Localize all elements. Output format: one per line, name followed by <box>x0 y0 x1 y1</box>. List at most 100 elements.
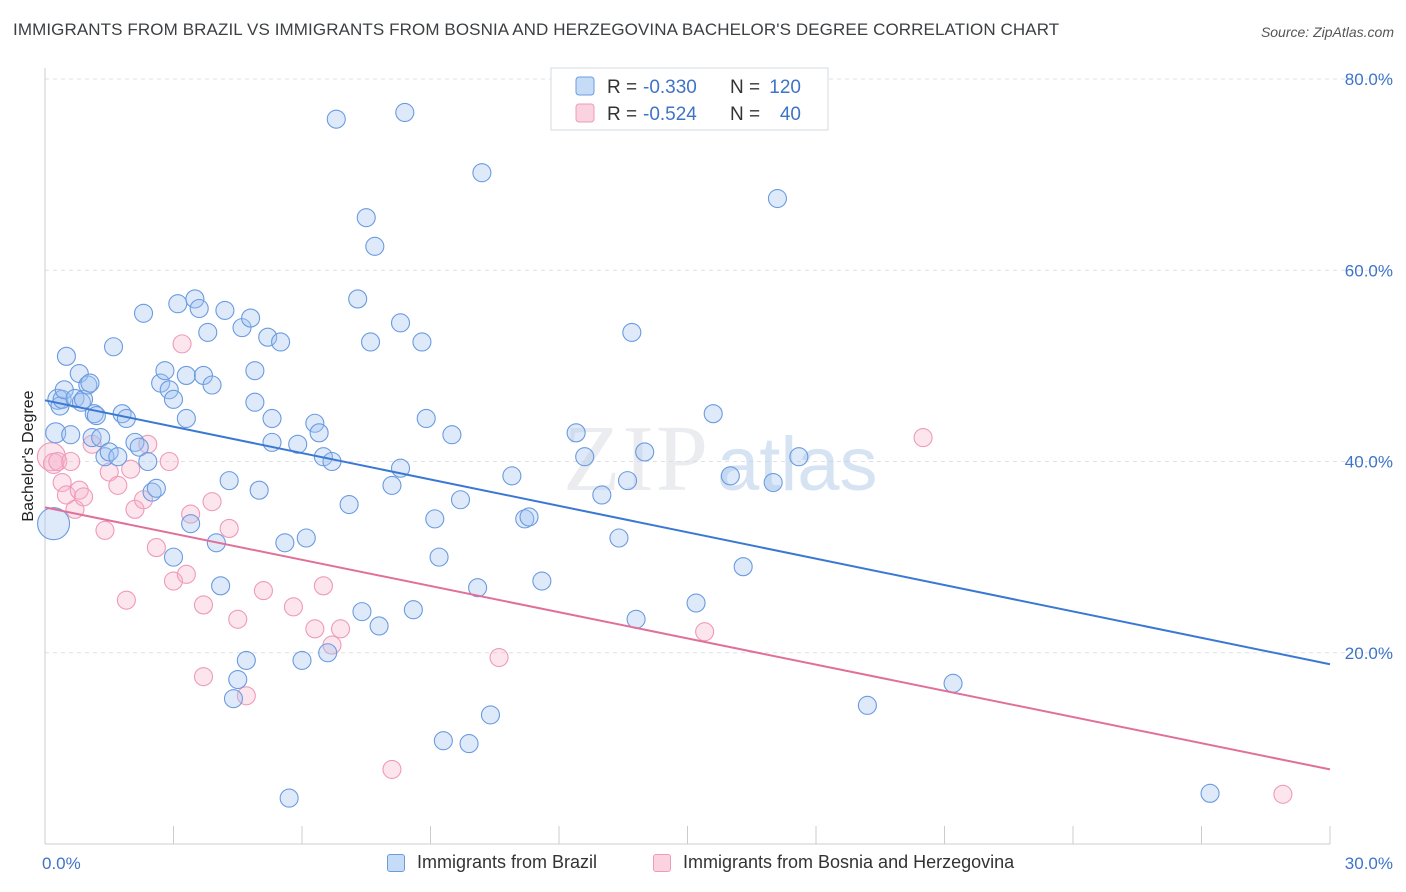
brazil-point <box>609 528 629 548</box>
brazil-point <box>412 332 432 352</box>
bosnia-point <box>172 334 192 354</box>
watermark-zip: ZIP <box>563 407 710 511</box>
bosnia-point <box>181 504 201 524</box>
brazil-point <box>80 373 100 393</box>
bosnia-point <box>176 564 196 584</box>
brazil-point <box>450 490 471 510</box>
brazil-point <box>241 308 261 328</box>
bosnia-point <box>330 619 351 639</box>
brazil-point <box>219 471 239 491</box>
brazil-point <box>416 408 436 429</box>
brazil-point <box>339 494 359 515</box>
bosnia-point <box>1273 784 1293 804</box>
watermark: ZIP atlas <box>563 407 878 511</box>
brazil-point <box>382 475 402 495</box>
bosnia-point <box>108 475 128 495</box>
brazil-point <box>215 300 235 320</box>
bosnia-point <box>305 619 325 639</box>
brazil-point <box>103 337 124 357</box>
trend-lines <box>44 399 1331 771</box>
series-legend: Immigrants from Brazil Immigrants from B… <box>0 852 1406 878</box>
legend-r-label: R = <box>607 104 637 125</box>
bosnia-point <box>695 622 715 642</box>
brazil-point <box>532 571 552 591</box>
brazil-point <box>185 289 205 309</box>
brazil-point <box>129 437 149 457</box>
brazil-point <box>429 547 449 567</box>
chart-source: Source: ZipAtlas.com <box>1260 24 1394 40</box>
bosnia-point <box>56 485 76 505</box>
brazil-point <box>767 188 788 209</box>
brazil-point <box>318 643 338 663</box>
brazil-point <box>189 298 209 319</box>
brazil-point <box>369 616 389 636</box>
legend-item-brazil: Immigrants from Brazil <box>387 852 597 873</box>
brazil-point <box>279 788 299 808</box>
brazil-point <box>348 289 368 309</box>
series-brazil-points <box>37 102 1220 808</box>
legend-swatch-pink <box>575 103 595 123</box>
brazil-point <box>326 109 346 129</box>
brazil-point <box>352 602 372 622</box>
brazil-point <box>566 423 586 443</box>
brazil-point <box>133 303 154 323</box>
legend-swatch-blue <box>575 76 595 96</box>
axes <box>44 68 1331 845</box>
brazil-point <box>296 528 316 548</box>
brazil-point <box>459 734 479 754</box>
brazil-point <box>617 471 638 491</box>
brazil-point <box>211 576 231 596</box>
brazil-point <box>789 447 809 467</box>
brazil-point <box>202 375 222 395</box>
x-tick-label: 0.0% <box>42 854 81 873</box>
legend-r-value: -0.330 <box>643 77 697 98</box>
bosnia-point <box>116 590 136 610</box>
legend-label-brazil: Immigrants from Brazil <box>417 852 598 872</box>
brazil-point <box>857 695 877 715</box>
brazil-point <box>168 294 188 314</box>
brazil-point <box>37 507 71 541</box>
bosnia-point <box>121 459 141 479</box>
correlation-legend: R = -0.330 N = 120 R = -0.524 N = 40 <box>550 67 829 131</box>
bosnia-point <box>95 520 115 540</box>
brazil-point <box>480 705 501 725</box>
brazil-point <box>733 557 753 577</box>
bosnia-point <box>193 595 214 615</box>
bosnia-point <box>52 472 72 493</box>
bosnia-point <box>913 428 933 448</box>
brazil-point <box>159 380 179 400</box>
legend-n-value: 120 <box>769 77 801 98</box>
brazil-point <box>1200 783 1220 803</box>
bosnia-point <box>74 487 94 507</box>
y-tick-label: 40.0% <box>1345 453 1393 472</box>
brazil-point <box>91 428 111 448</box>
brazil-point <box>236 650 256 670</box>
brazil-point <box>442 425 462 445</box>
brazil-trend-line <box>44 399 1331 666</box>
brazil-point <box>360 332 381 352</box>
brazil-point <box>433 731 453 751</box>
brazil-point <box>146 478 166 498</box>
brazil-point <box>271 332 291 352</box>
brazil-point <box>138 451 158 472</box>
y-tick-label: 20.0% <box>1345 644 1393 663</box>
brazil-point <box>223 689 244 709</box>
brazil-point <box>365 236 385 256</box>
y-axis-label: Bachelor's Degree <box>20 390 37 521</box>
brazil-point <box>61 425 81 445</box>
legend-box <box>550 67 829 131</box>
bosnia-point <box>202 492 222 512</box>
brazil-point <box>163 389 184 409</box>
brazil-point <box>468 578 488 598</box>
brazil-point <box>395 102 415 123</box>
bosnia-point <box>489 647 509 668</box>
brazil-point <box>176 365 196 385</box>
legend-item-bosnia: Immigrants from Bosnia and Herzegovina <box>653 852 1014 873</box>
y-tick-label: 80.0% <box>1345 70 1393 89</box>
brazil-point <box>622 322 642 342</box>
brazil-point <box>292 650 312 670</box>
brazil-point <box>390 313 411 333</box>
bosnia-point <box>193 667 214 687</box>
brazil-point <box>198 322 218 342</box>
